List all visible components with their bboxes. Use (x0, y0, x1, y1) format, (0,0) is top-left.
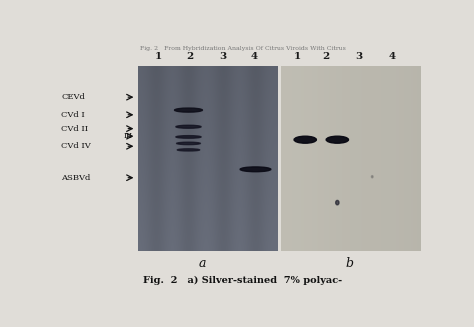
Text: ASBVd: ASBVd (61, 174, 91, 182)
Text: 3: 3 (219, 52, 226, 60)
Text: CEVd: CEVd (61, 93, 85, 101)
Text: 2: 2 (186, 52, 193, 60)
Text: b: b (346, 257, 354, 270)
Text: CVd II: CVd II (61, 125, 88, 133)
Text: 2: 2 (322, 52, 329, 60)
Text: 4: 4 (250, 52, 257, 60)
Text: CVd I: CVd I (61, 111, 85, 119)
Text: 1: 1 (155, 52, 162, 60)
Text: III: III (124, 132, 133, 140)
Text: a: a (199, 257, 206, 270)
Text: 1: 1 (294, 52, 301, 60)
Text: 4: 4 (388, 52, 395, 60)
Text: 3: 3 (355, 52, 362, 60)
Text: CVd IV: CVd IV (61, 142, 91, 150)
Text: Fig. 2   From Hybridization Analysis Of Citrus Viroids With Citrus: Fig. 2 From Hybridization Analysis Of Ci… (140, 45, 346, 51)
Text: Fig.  2   a) Silver-stained  7% polyac-: Fig. 2 a) Silver-stained 7% polyac- (143, 276, 343, 285)
